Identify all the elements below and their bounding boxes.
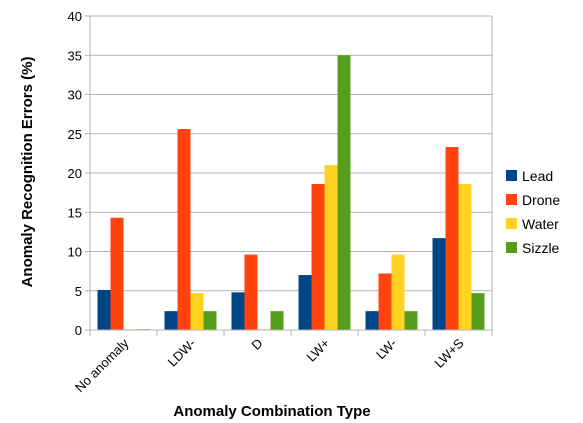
bar-sizzle (270, 311, 284, 330)
x-axis-title: Anomaly Combination Type (173, 403, 370, 420)
bar-sizzle (203, 311, 217, 330)
bar-drone (177, 129, 191, 330)
legend-swatch-drone (506, 194, 517, 205)
bar-lead (164, 311, 178, 330)
axes (89, 16, 493, 331)
bar-sizzle (404, 311, 418, 330)
y-tick-label: 15 (68, 205, 82, 220)
legend-label-lead: Lead (522, 168, 553, 184)
bar-sizzle (337, 55, 351, 330)
bar-drone (378, 273, 392, 330)
bar-lead (298, 275, 312, 330)
bar-lead (97, 289, 111, 330)
legend-swatch-sizzle (506, 242, 517, 253)
y-tick-label: 25 (68, 127, 82, 142)
y-tick-label: 0 (75, 323, 82, 338)
y-tick-label: 5 (75, 284, 82, 299)
legend-label-water: Water (522, 216, 559, 232)
legend: Lead Drone Water Sizzle (506, 168, 560, 256)
legend-label-sizzle: Sizzle (522, 240, 560, 256)
bar-drone (244, 254, 258, 330)
bar-water (458, 183, 472, 330)
bar-water (324, 165, 338, 330)
y-tick-labels: 0 5 10 15 20 25 30 35 40 (68, 9, 82, 338)
x-tick-label: LDW- (165, 336, 199, 370)
bars (97, 55, 485, 330)
x-tick-label: LW- (373, 336, 400, 363)
y-tick-label: 40 (68, 9, 82, 24)
y-tick-label: 30 (68, 88, 82, 103)
bar-water (391, 254, 405, 330)
legend-swatch-water (506, 218, 517, 229)
bar-lead (365, 311, 379, 330)
x-tick-label: No anomaly (72, 335, 132, 395)
bar-drone (311, 183, 325, 330)
bar-sizzle (471, 293, 485, 330)
x-tick-label: LW+S (431, 335, 466, 370)
x-tick-labels: No anomaly LDW- D LW+ LW- LW+S (72, 335, 467, 395)
y-tick-label: 20 (68, 166, 82, 181)
y-tick-label: 10 (68, 245, 82, 260)
x-tick-label: LW+ (304, 336, 333, 365)
bar-drone (445, 147, 459, 330)
bar-lead (432, 238, 446, 330)
bar-water (190, 293, 204, 330)
legend-swatch-lead (506, 170, 517, 181)
y-axis-title: Anomaly Recognition Errors (%) (19, 57, 36, 288)
y-tick-label: 35 (68, 48, 82, 63)
x-tick-label: D (248, 336, 265, 353)
gridlines (85, 15, 493, 336)
bar-drone (110, 217, 124, 330)
legend-label-drone: Drone (522, 192, 560, 208)
bar-lead (231, 292, 245, 330)
